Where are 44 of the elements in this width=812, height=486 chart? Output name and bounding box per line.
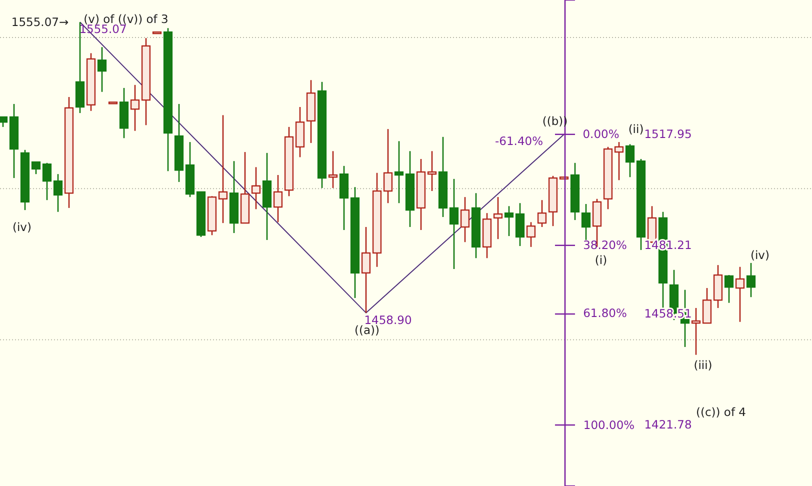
annotation: ((a)) bbox=[354, 323, 380, 338]
annotation: 61.80% bbox=[583, 306, 627, 320]
candlestick bbox=[526, 221, 536, 248]
annotation: (ii) bbox=[628, 122, 644, 136]
annotation: (iv) bbox=[12, 220, 32, 234]
candlestick bbox=[724, 274, 734, 304]
candlestick bbox=[702, 287, 712, 324]
candlestick bbox=[537, 199, 547, 228]
candlestick bbox=[614, 141, 624, 181]
y-tick-label: 1421.78 bbox=[644, 418, 692, 432]
candlestick bbox=[130, 84, 140, 132]
annotation: (iv) bbox=[750, 248, 770, 262]
candlestick bbox=[42, 162, 52, 201]
candlestick bbox=[449, 178, 459, 270]
candlestick bbox=[97, 46, 107, 93]
candlestick bbox=[218, 114, 228, 224]
annotation: (i) bbox=[594, 253, 608, 268]
candlestick bbox=[581, 203, 591, 241]
candlestick bbox=[504, 205, 514, 237]
candlestick bbox=[515, 202, 525, 247]
annotation: 100.00% bbox=[583, 418, 635, 432]
annotation: -61.40% bbox=[495, 134, 544, 148]
annotation: (iii) bbox=[694, 358, 712, 372]
candlestick bbox=[251, 166, 261, 210]
candlestick bbox=[625, 144, 635, 178]
candlestick bbox=[328, 150, 338, 189]
annotation: 0.00% bbox=[582, 127, 620, 142]
candlestick bbox=[735, 266, 745, 323]
candlestick bbox=[460, 196, 470, 243]
candlestick bbox=[31, 161, 41, 175]
candlestick bbox=[339, 165, 349, 231]
candlestick bbox=[427, 150, 437, 192]
candlestick bbox=[53, 173, 63, 213]
candlestick bbox=[383, 128, 393, 204]
annotation: ((c)) of 4 bbox=[696, 405, 746, 420]
annotation: 38.20% bbox=[583, 238, 627, 252]
candlestick bbox=[361, 226, 371, 314]
candlestick bbox=[746, 262, 756, 298]
y-tick-label: 1517.95 bbox=[644, 127, 692, 142]
candlestick bbox=[691, 307, 701, 356]
candlestick bbox=[493, 196, 503, 240]
annotation: 1555.07→ bbox=[11, 15, 69, 30]
candlestick bbox=[273, 174, 283, 223]
candlestick bbox=[394, 140, 404, 204]
